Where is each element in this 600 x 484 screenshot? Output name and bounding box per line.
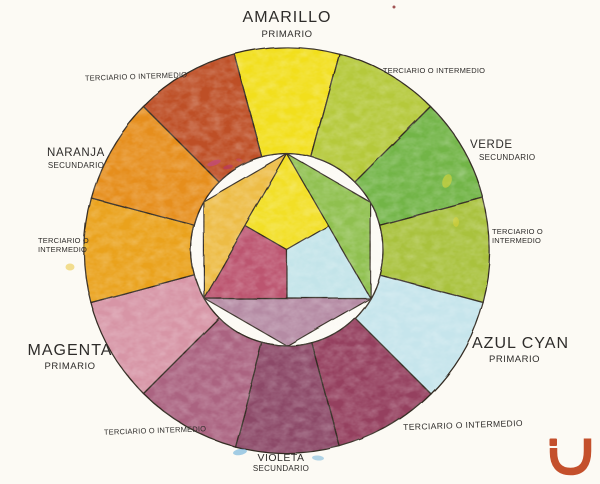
color-name: VIOLETA (257, 452, 305, 464)
wheel-label-magenta: MAGENTA PRIMARIO (28, 342, 113, 373)
tertiary-label-line1: TERCIARIO O (492, 227, 543, 236)
color-name: AMARILLO (242, 9, 332, 26)
color-name: VERDE (470, 139, 513, 151)
color-role: PRIMARIO (261, 29, 313, 41)
tertiary-label-line2: INTERMEDIO (492, 235, 542, 245)
color-role: SECUNDARIO (479, 153, 536, 163)
crayon-smudge (207, 159, 221, 167)
crayon-smudge (453, 217, 459, 227)
color-role: SECUNDARIO (47, 161, 105, 171)
crayon-smudge (65, 263, 75, 271)
wheel-label-terciario-11: TERCIARIO O INTERMEDIO (85, 64, 188, 86)
tertiary-label: TERCIARIO O INTERMEDIO (382, 66, 486, 75)
crayon-grain-overlay (84, 47, 490, 453)
crayon-smudge (312, 455, 324, 461)
crayon-smudge (223, 164, 233, 170)
tertiary-label: TERCIARIO O INTERMEDIO (402, 417, 524, 433)
wheel-label-terciario-9: TERCIARIO O INTERMEDIO (38, 236, 89, 254)
color-name: MAGENTA (27, 342, 113, 359)
logo-hook (549, 438, 592, 476)
tertiary-label: TERCIARIO O INTERMEDIO (103, 424, 207, 437)
wheel-label-terciario-3: TERCIARIO O INTERMEDIO (492, 227, 543, 245)
tertiary-label-line2: INTERMEDIO (38, 244, 88, 254)
wheel-label-terciario-7: TERCIARIO O INTERMEDIO (104, 418, 207, 440)
tertiary-label-line1: TERCIARIO O (38, 236, 89, 245)
wheel-label-amarillo: AMARILLO PRIMARIO (243, 9, 332, 41)
corner-logo (549, 438, 592, 476)
crayon-smudge (233, 448, 247, 456)
wheel-label-verde: VERDE SECUNDARIO (470, 139, 535, 162)
color-name: AZUL CYAN (472, 335, 570, 352)
color-role: SECUNDARIO (252, 464, 310, 474)
crayon-smudge (236, 158, 242, 162)
color-role: PRIMARIO (44, 361, 96, 373)
wheel-label-violeta: VIOLETA SECUNDARIO (253, 452, 309, 473)
color-role: PRIMARIO (489, 354, 540, 366)
color-name: NARANJA (47, 147, 105, 159)
wheel-label-terciario-1: TERCIARIO O INTERMEDIO (383, 60, 485, 78)
crayon-smudge (83, 243, 89, 249)
wheel-label-azul-cyan: AZUL CYAN PRIMARIO (472, 335, 569, 366)
tertiary-label: TERCIARIO O INTERMEDIO (84, 70, 188, 83)
crayon-smudge (392, 5, 396, 9)
logo-dot (549, 438, 557, 446)
wheel-label-naranja: NARANJA SECUNDARIO (47, 147, 105, 170)
crayon-smudge (442, 174, 452, 188)
crayon-smudges (65, 5, 459, 461)
